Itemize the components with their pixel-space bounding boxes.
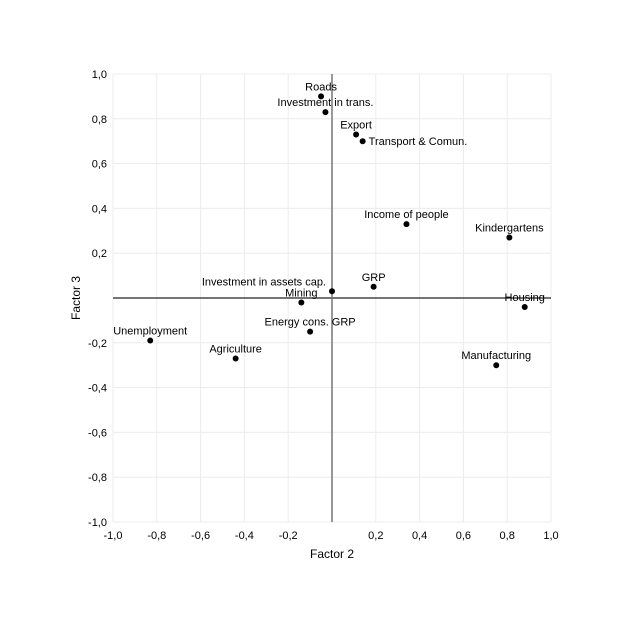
- y-tick-label: 0,8: [92, 114, 107, 126]
- y-axis-label: Factor 3: [69, 276, 83, 320]
- axes: [113, 74, 551, 522]
- data-point: Agriculture: [209, 343, 262, 362]
- x-tick-label: 0,6: [456, 530, 471, 542]
- data-point: Roads: [305, 81, 337, 100]
- data-point: Investment in trans.: [277, 97, 373, 116]
- data-point: Mining: [285, 287, 318, 306]
- x-tick-label: -1,0: [104, 530, 123, 542]
- point-label: Kindergartens: [475, 223, 544, 235]
- y-tick-label: 0,4: [92, 203, 107, 215]
- x-tick-label: -0,8: [147, 530, 166, 542]
- point-marker: [232, 355, 239, 362]
- data-point: Housing: [505, 292, 545, 310]
- point-marker: [521, 303, 528, 310]
- data-point: Export: [340, 119, 372, 138]
- point-label: Unemployment: [113, 326, 187, 338]
- x-axis-label: Factor 2: [310, 547, 354, 561]
- data-point: Manufacturing: [461, 350, 531, 369]
- point-marker: [359, 138, 366, 145]
- point-marker: [147, 337, 154, 344]
- point-label: Energy cons. GRP: [265, 317, 356, 329]
- point-marker: [493, 362, 500, 369]
- point-marker: [403, 221, 410, 228]
- y-tick-label: 0,6: [92, 159, 107, 171]
- point-marker: [307, 328, 314, 335]
- point-marker: [318, 93, 325, 100]
- x-tick-label: 0,4: [412, 530, 427, 542]
- y-tick-label: -0,2: [88, 338, 107, 350]
- data-point: Kindergartens: [475, 223, 544, 241]
- point-marker: [353, 131, 360, 138]
- x-tick-label: -0,4: [235, 530, 254, 542]
- point-marker: [298, 299, 305, 306]
- x-tick-label: -0,2: [279, 530, 298, 542]
- point-label: Mining: [285, 287, 317, 299]
- x-tick-label: 0,8: [500, 530, 515, 542]
- point-label: Income of people: [364, 209, 448, 221]
- y-tick-label: 0,2: [92, 248, 107, 260]
- data-point: GRP: [362, 272, 386, 290]
- y-tick-label: -1,0: [88, 517, 107, 529]
- y-tick-label: -0,8: [88, 472, 107, 484]
- y-tick-label: -0,4: [88, 383, 107, 395]
- x-tick-label: -0,6: [191, 530, 210, 542]
- data-point: Transport & Comun.: [359, 136, 468, 148]
- data-point: Investment in assets cap.: [202, 276, 335, 295]
- point-label: Agriculture: [209, 343, 262, 355]
- x-tick-label: 1,0: [543, 530, 558, 542]
- point-label: GRP: [362, 272, 386, 284]
- point-label: Manufacturing: [461, 350, 531, 362]
- data-point: Income of people: [364, 209, 449, 228]
- y-tick-label: -0,6: [88, 427, 107, 439]
- y-tick-label: 1,0: [92, 69, 107, 81]
- point-label: Roads: [305, 81, 337, 93]
- point-label: Investment in assets cap.: [202, 276, 326, 288]
- data-point: Unemployment: [113, 326, 187, 344]
- point-label: Transport & Comun.: [369, 136, 468, 148]
- tick-labels: -1,0 -0,8 -0,6 -0,4 -0,2 0,2 0,4 0,6 0,8 1,0 1,0 0,…: [88, 69, 559, 542]
- data-point: Energy cons. GRP: [265, 317, 356, 335]
- point-marker: [329, 288, 335, 295]
- x-tick-label: 0,2: [368, 530, 383, 542]
- point-label: Export: [340, 119, 372, 131]
- point-marker: [370, 283, 377, 290]
- point-marker: [506, 234, 513, 241]
- point-marker: [322, 109, 329, 116]
- point-label: Investment in trans.: [277, 97, 373, 109]
- data-points: Roads Investment in trans. Export Transport…: [113, 81, 545, 369]
- point-label: Housing: [505, 292, 545, 304]
